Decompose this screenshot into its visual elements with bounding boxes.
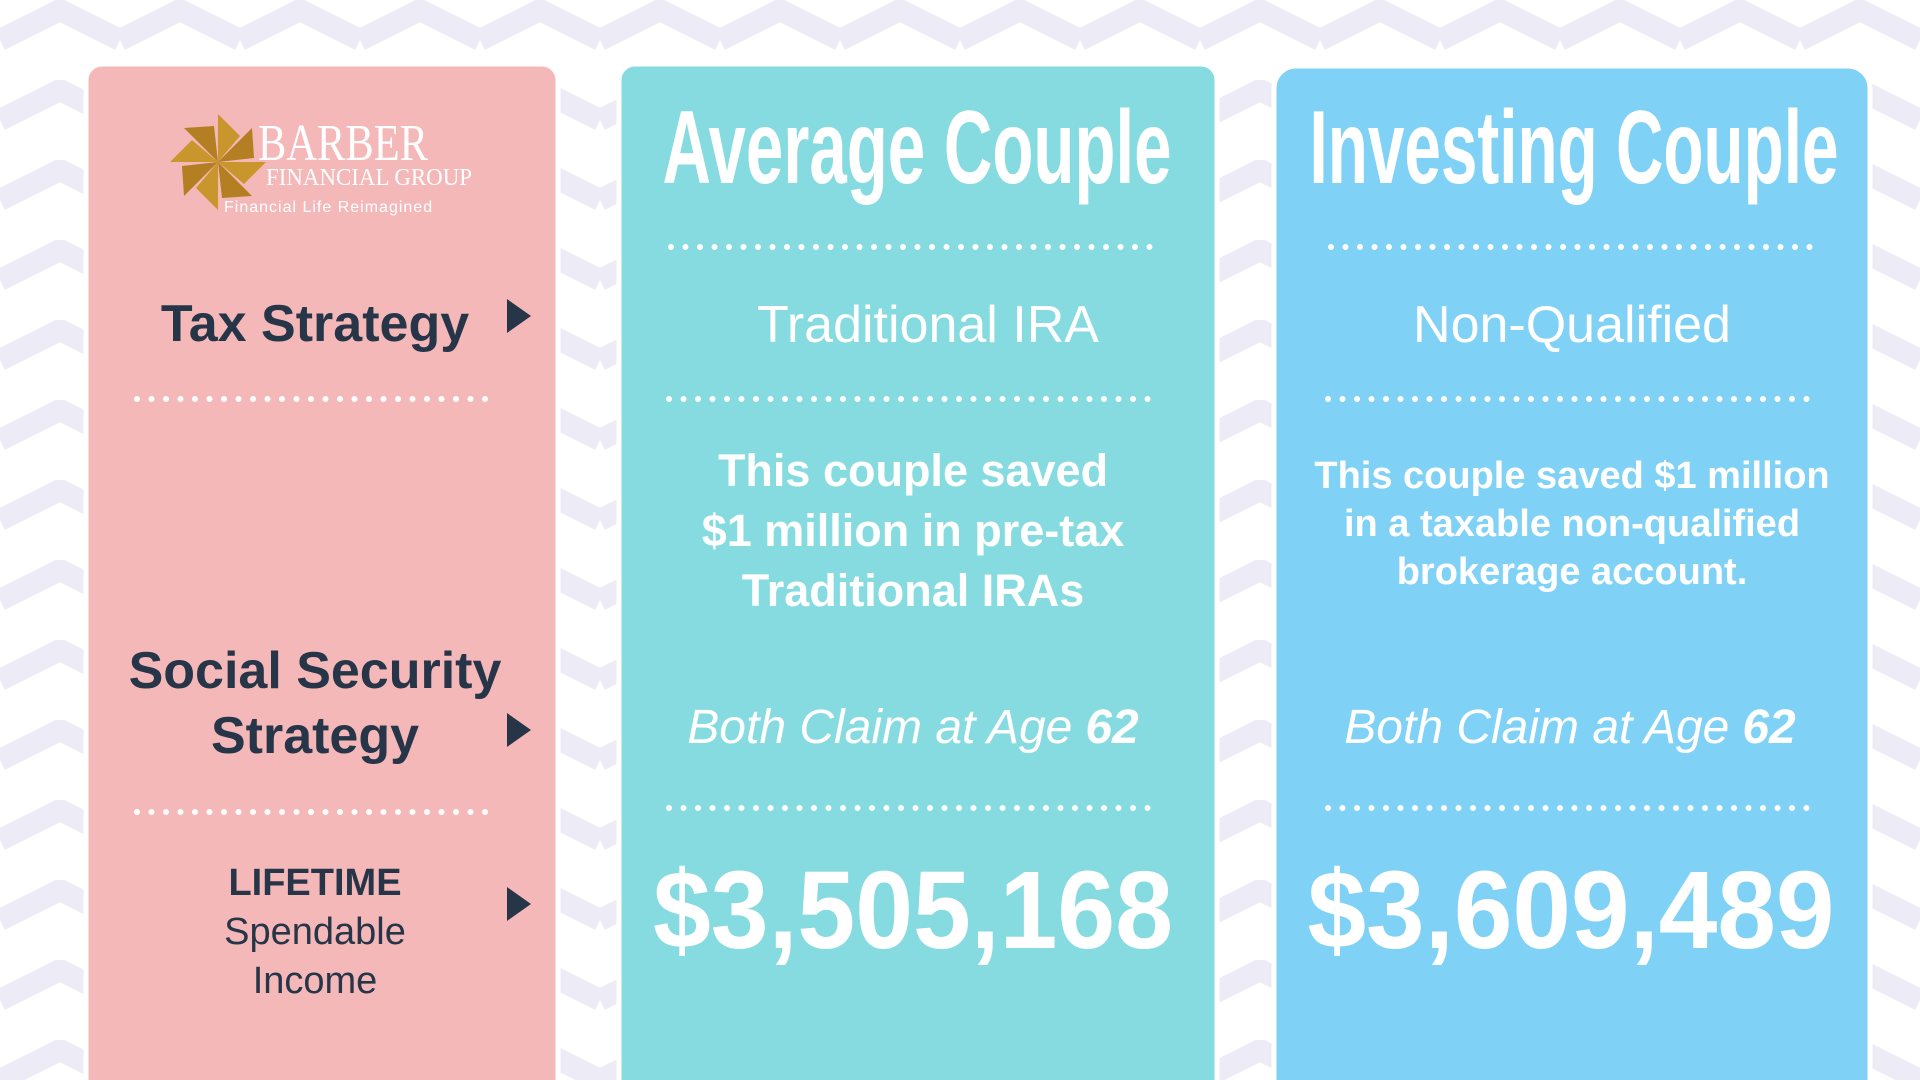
description-line: in a taxable non-qualified <box>1344 503 1800 545</box>
row-label: Strategy <box>211 707 419 765</box>
tax-strategy: Non-Qualified <box>1413 296 1731 354</box>
description-line: This couple saved $1 million <box>1314 455 1829 497</box>
claim-age: 62 <box>1742 701 1796 754</box>
logo-mark <box>170 114 266 210</box>
column-title: Average Couple <box>663 90 1172 206</box>
logo-tagline: Financial Life Reimagined <box>224 199 433 216</box>
column-title: Investing Couple <box>1310 90 1839 206</box>
row-label: Income <box>253 960 378 1002</box>
arrow <box>507 887 531 921</box>
claim-age: 62 <box>1085 701 1139 754</box>
row-label: Tax Strategy <box>161 295 469 353</box>
investing-couple-card <box>1271 63 1873 1080</box>
label-card <box>83 61 561 1080</box>
arrows <box>507 299 531 921</box>
claim-prefix: Both Claim at Age <box>1344 701 1729 754</box>
row-label: Social Security <box>129 642 502 700</box>
claim: Both Claim at Age 62 <box>687 701 1139 754</box>
description-line: This couple saved <box>718 445 1108 496</box>
claim: Both Claim at Age 62 <box>1344 701 1796 754</box>
row-label: LIFETIME <box>228 862 401 904</box>
logo-name: Barber <box>258 115 428 172</box>
average-couple-card <box>616 61 1220 1080</box>
tax-strategy: Traditional IRA <box>757 296 1099 354</box>
description-line: brokerage account. <box>1397 551 1748 593</box>
lifetime-income: $3,505,168 <box>653 849 1173 972</box>
description-line: $1 million in pre-tax <box>702 505 1125 556</box>
row-label: Spendable <box>224 911 406 953</box>
claim-prefix: Both Claim at Age <box>687 701 1072 754</box>
arrow <box>507 299 531 333</box>
arrow <box>507 713 531 747</box>
lifetime-income: $3,609,489 <box>1308 849 1835 972</box>
description-line: Traditional IRAs <box>742 565 1085 616</box>
logo-subtitle: Financial Group <box>266 165 472 191</box>
